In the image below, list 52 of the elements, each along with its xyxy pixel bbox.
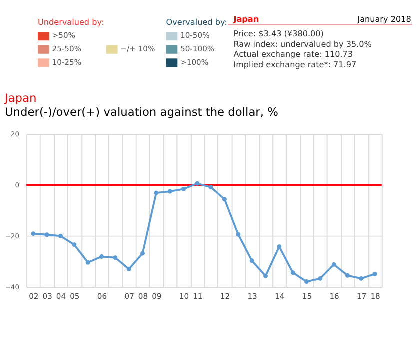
point (58, 234, 63, 238)
x-tick-label: 04 (56, 292, 66, 301)
chart-subtitle: Under(-)/over(+) valuation against the dollar, % (4, 105, 279, 120)
point (126, 267, 132, 272)
point (372, 272, 378, 276)
category-label: −/+ 10% (120, 44, 156, 54)
x-tick-label: 17 (357, 292, 367, 301)
point (208, 185, 214, 190)
point (72, 242, 77, 248)
x-tick-label: 13 (248, 292, 258, 301)
x-tick-label: 18 (370, 292, 381, 301)
category-label: 10-25% (52, 58, 82, 67)
x-tick-label: 03 (42, 292, 53, 301)
point (100, 254, 104, 260)
x-tick-label: 05 (70, 292, 80, 301)
point (113, 256, 118, 260)
point (44, 232, 50, 238)
point (222, 197, 227, 202)
x-tick-label: 09 (152, 292, 162, 301)
x-tick-label: 08 (138, 292, 148, 301)
point (195, 181, 200, 186)
point (140, 251, 145, 256)
x-tick-label: 15 (302, 292, 312, 301)
category-label: 50-100% (180, 44, 215, 54)
point (277, 244, 282, 250)
x-tick-label: 02 (29, 292, 39, 301)
point (290, 270, 296, 276)
point (346, 273, 350, 278)
point (304, 280, 309, 284)
category-label: >100% (180, 58, 209, 67)
category-label: 10-50% (180, 31, 210, 40)
x-tick-label: 10 (179, 292, 190, 301)
category-label: 25-50% (52, 44, 82, 54)
x-tick-label: 06 (97, 292, 108, 301)
point (318, 276, 323, 281)
x-tick-label: 12 (220, 292, 230, 301)
point (264, 274, 268, 278)
point (182, 187, 186, 192)
point (31, 232, 36, 236)
x-tick-label: 11 (193, 292, 203, 301)
point (236, 232, 241, 237)
point (359, 276, 364, 281)
x-tick-label: 14 (275, 292, 285, 301)
point (250, 258, 254, 264)
point (154, 190, 159, 196)
chart-title: Japan (4, 90, 37, 105)
category-label: >50% (52, 31, 76, 40)
x-tick-label: 16 (330, 292, 340, 301)
point (332, 262, 336, 267)
point (86, 260, 90, 265)
point (168, 189, 172, 194)
x-tick-label: 07 (124, 292, 135, 301)
